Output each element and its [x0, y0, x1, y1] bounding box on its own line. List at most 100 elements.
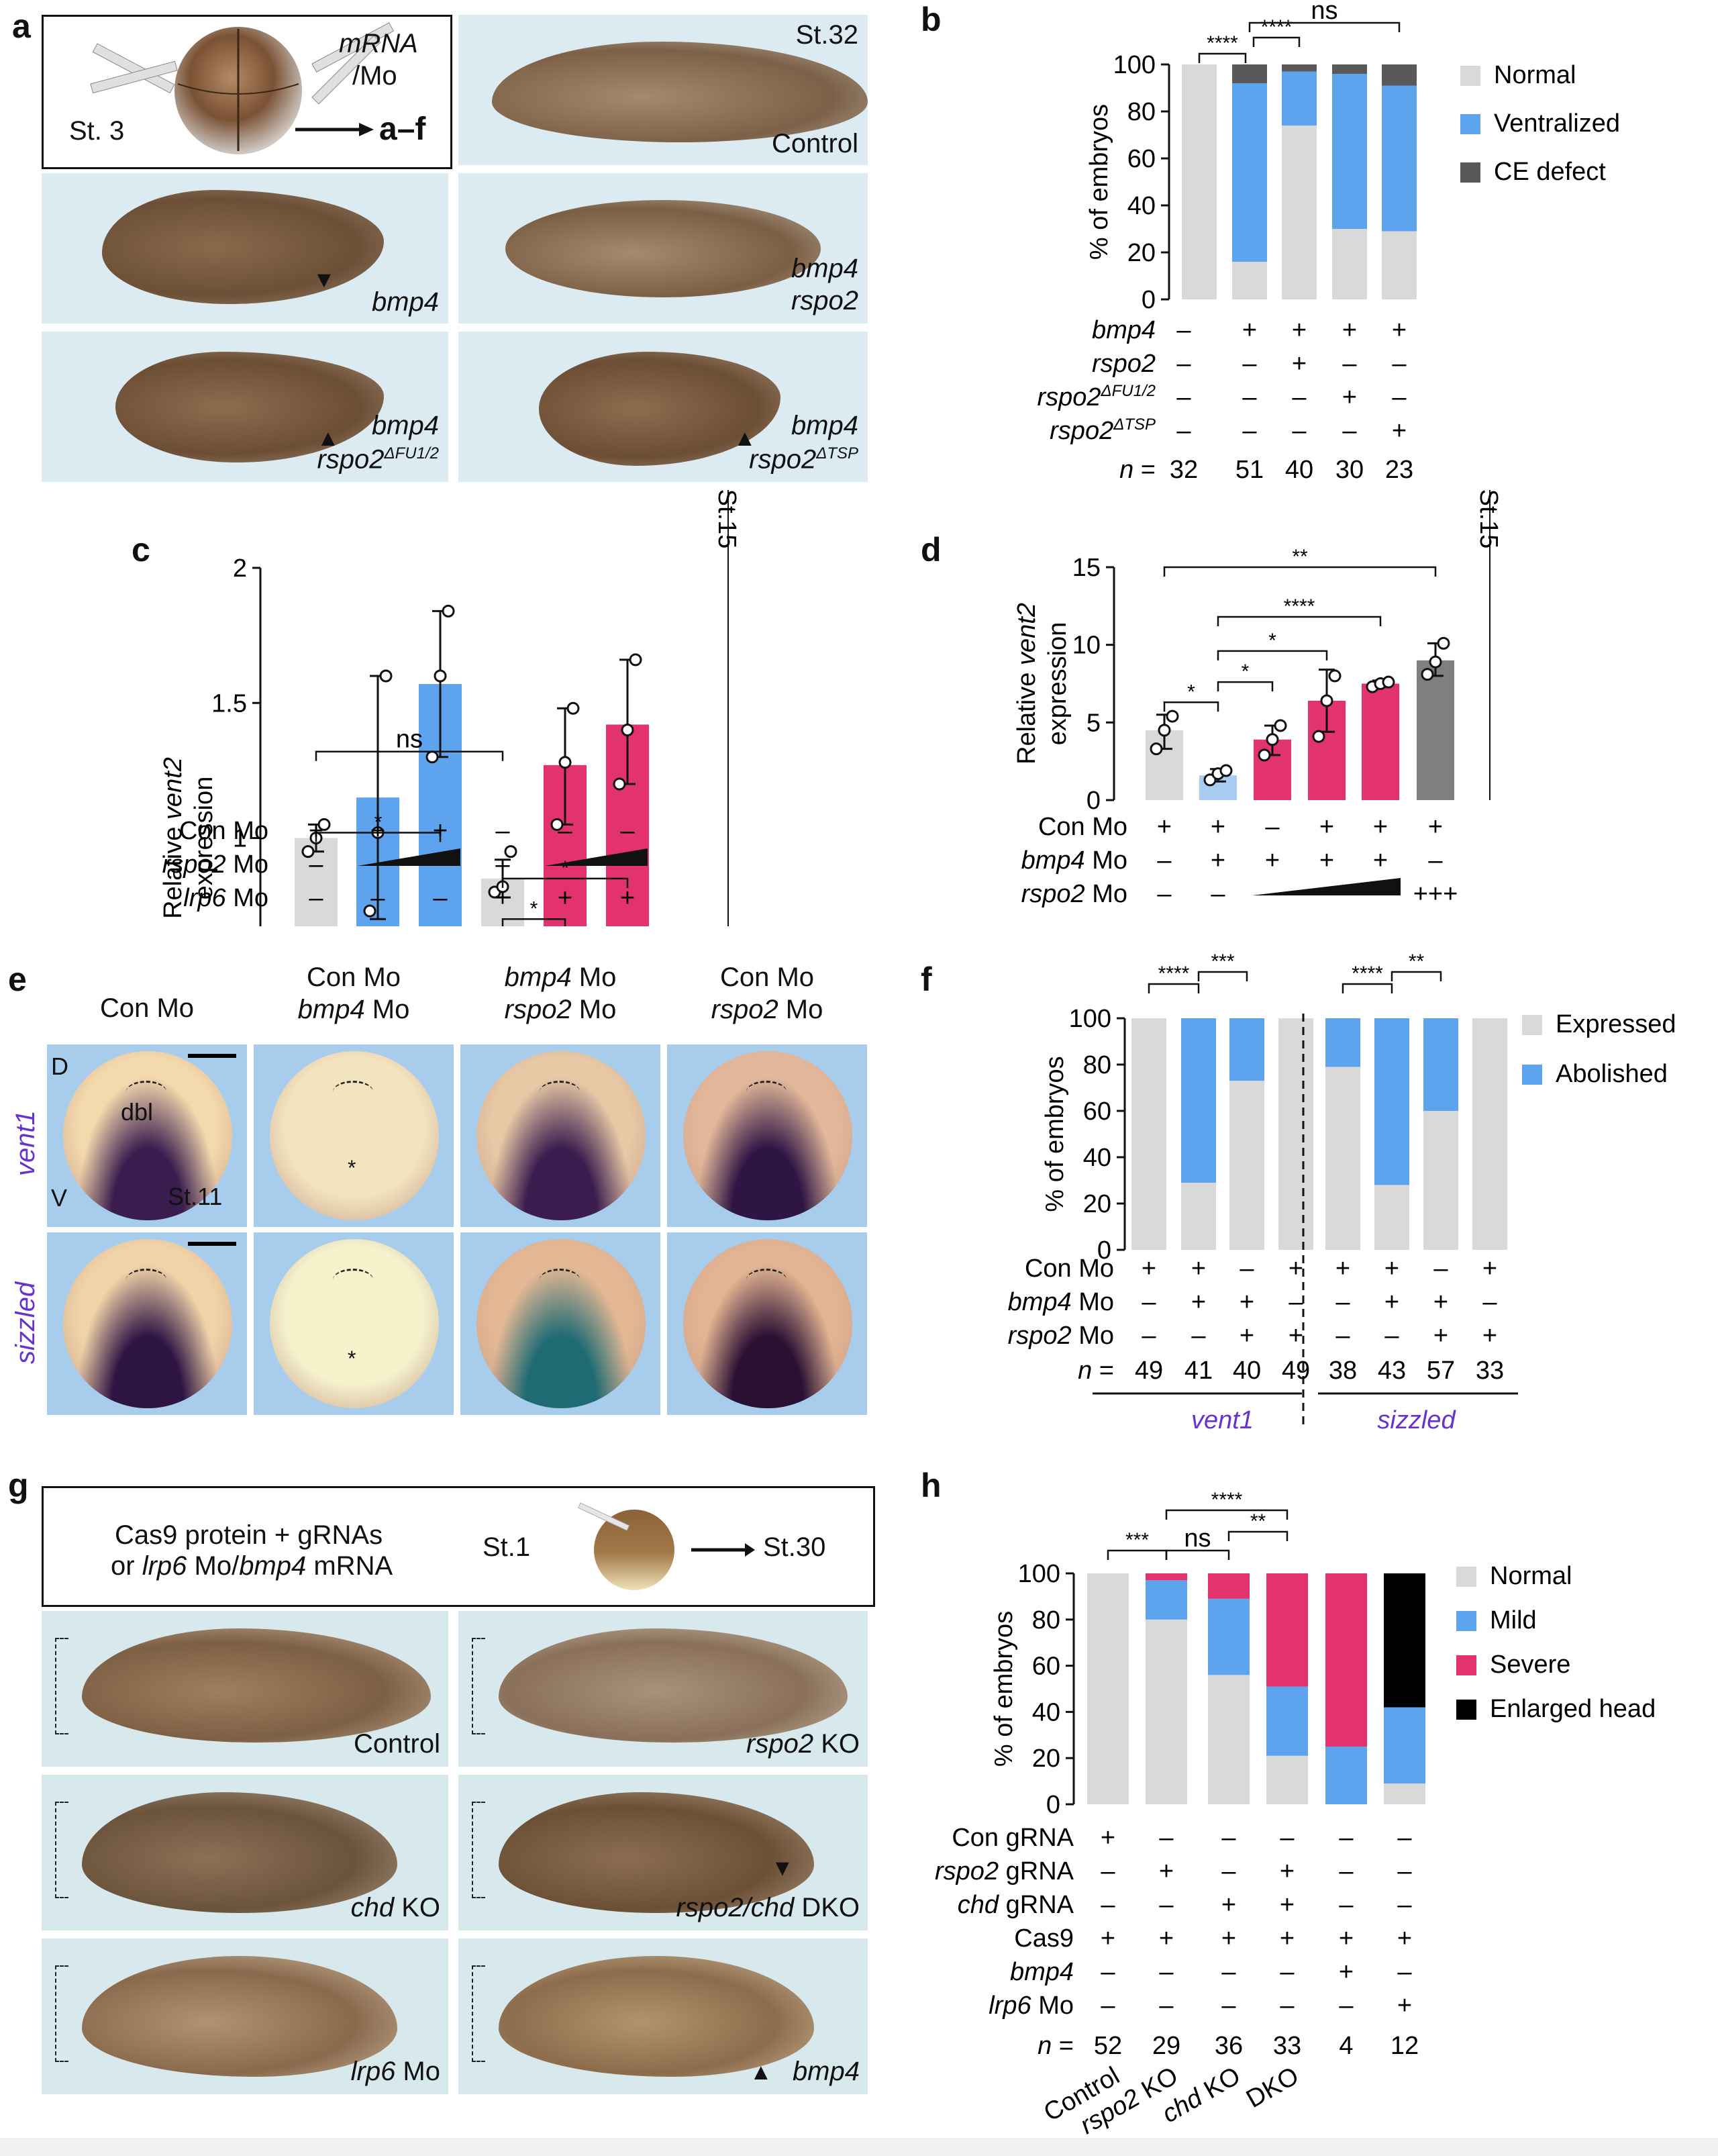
c-point	[558, 756, 572, 769]
b-mark: –	[1292, 417, 1307, 445]
c-mark: +	[558, 884, 572, 912]
f-sig-label: ****	[1158, 963, 1190, 985]
h-condition-label: rspo2 gRNA	[935, 1857, 1074, 1885]
embryo-tile-bmp4-rspo2-dfu: bmp4 rspo2ΔFU1/2 ▲	[42, 332, 448, 482]
h-bar-mild	[1384, 1707, 1425, 1784]
f-mark: +	[1482, 1322, 1497, 1350]
b-sig-bracket	[1252, 36, 1301, 47]
c-point	[363, 904, 376, 918]
e-column-header: Con Mo	[99, 993, 195, 1023]
d-point	[1437, 636, 1450, 650]
ish-tile: *	[254, 1232, 454, 1415]
f-mark: –	[1433, 1255, 1448, 1283]
d-point	[1429, 655, 1442, 669]
tile-label: rspo2/chd DKO	[676, 1893, 860, 1922]
h-legend-label: Mild	[1490, 1606, 1537, 1634]
h-mark: –	[1397, 1824, 1412, 1852]
h-sig-label: **	[1250, 1510, 1266, 1532]
arrowhead-icon: ▲	[750, 2059, 772, 2085]
e-column-header-2: bmp4 Mo	[297, 995, 410, 1024]
crispr-embryo-tile: rspo2 KO	[458, 1611, 868, 1767]
d-mark: +	[1319, 813, 1334, 841]
f-mark: –	[1191, 1322, 1206, 1350]
f-n-label: n =	[1078, 1357, 1114, 1385]
embryo-image	[270, 1051, 439, 1220]
h-mark: +	[1280, 1891, 1295, 1919]
c-point	[629, 653, 642, 667]
embryo-image	[499, 1792, 814, 1913]
panel-a-letter: a	[12, 7, 31, 45]
d-point	[1328, 669, 1342, 683]
c-mark: –	[620, 817, 635, 845]
h-mark: +	[1397, 1924, 1412, 1953]
head-bracket	[55, 1638, 68, 1734]
schematic-mrna: mRNA	[339, 29, 418, 58]
b-bar-normal	[1332, 229, 1367, 299]
f-bar-expressed	[1181, 1182, 1216, 1250]
b-n-value: 30	[1335, 456, 1364, 484]
c-point	[434, 669, 447, 683]
b-sig-label: ****	[1207, 32, 1238, 54]
f-bar-expressed	[1131, 1018, 1166, 1250]
d-mark: –	[1428, 846, 1443, 875]
h-n-value: 36	[1215, 2032, 1243, 2060]
f-sig-label: ****	[1352, 963, 1383, 985]
b-ylabel: % of embryos	[1085, 104, 1113, 260]
b-y-tick-label: 100	[1113, 51, 1156, 79]
h-mark: –	[1339, 1891, 1354, 1919]
ish-tile	[460, 1232, 660, 1415]
c-point	[504, 845, 517, 859]
d-sig-label: **	[1292, 546, 1308, 568]
head-bracket	[55, 1965, 68, 2062]
arrowhead-icon: ▼	[313, 267, 336, 293]
needle-left-1	[92, 43, 175, 94]
b-n-value: 32	[1170, 456, 1198, 484]
d-ramp-icon	[1252, 878, 1401, 895]
h-legend-swatch	[1456, 1655, 1476, 1675]
e-column-header: Con Mo	[719, 963, 815, 992]
d-mark: +	[1319, 846, 1334, 875]
f-mark: –	[1335, 1322, 1350, 1350]
tile-label: Control	[354, 1729, 440, 1759]
h-mark: +	[1280, 1857, 1295, 1885]
b-sig-label: ns	[1311, 0, 1337, 25]
c-sig-label: ns	[396, 726, 423, 754]
panel-g-letter: g	[8, 1467, 29, 1504]
d-mark: +	[1211, 813, 1225, 841]
c-mark: +	[433, 817, 448, 845]
f-bar-abolished	[1423, 1018, 1458, 1111]
b-bar-ce-defect	[1232, 64, 1267, 83]
f-mark: +	[1240, 1288, 1254, 1316]
schematic-result: a–f	[379, 111, 426, 147]
dorsal-lip-arc	[540, 1269, 580, 1291]
panel-g-schematic: Cas9 protein + gRNAs or lrp6 Mo/bmp4 mRN…	[42, 1486, 875, 1607]
b-mark: –	[1176, 417, 1191, 445]
f-y-tick-label: 80	[1083, 1051, 1111, 1079]
d-sig-bracket	[1217, 616, 1382, 627]
b-mark: –	[1392, 350, 1407, 378]
d-mark: –	[1157, 880, 1172, 908]
h-bar-mild	[1325, 1747, 1367, 1804]
b-legend-swatch	[1460, 162, 1480, 183]
d-point	[1382, 675, 1395, 689]
f-mark: –	[1142, 1322, 1156, 1350]
b-sig-bracket	[1198, 52, 1247, 63]
d-mark: –	[1265, 813, 1280, 841]
chart-f: 0 20 40 60 80 100% of embryos Expressed Abolish…	[1008, 950, 1676, 1434]
h-mark: –	[1101, 1958, 1115, 1986]
h-mark: –	[1339, 1857, 1354, 1885]
tile-label: rspo2 KO	[746, 1729, 860, 1759]
h-sig-bracket	[1107, 1549, 1168, 1560]
b-mark: –	[1176, 350, 1191, 378]
h-n-value: 29	[1152, 2032, 1180, 2060]
f-bar-expressed	[1278, 1018, 1313, 1250]
h-sig-bracket	[1227, 1530, 1288, 1541]
f-n-value: 49	[1282, 1357, 1310, 1385]
h-mark: +	[1339, 1958, 1354, 1986]
c-y-tick-label: 1.5	[211, 689, 247, 718]
f-mark: +	[1433, 1288, 1448, 1316]
f-mark: –	[1335, 1288, 1350, 1316]
h-mark: –	[1280, 1958, 1295, 1986]
f-y-tick-label: 100	[1069, 1005, 1111, 1033]
c-point	[566, 701, 580, 715]
